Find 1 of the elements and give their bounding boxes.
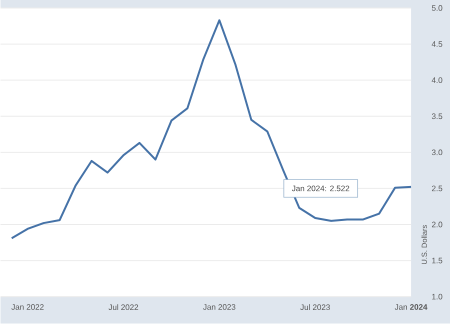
line-series <box>10 19 412 240</box>
